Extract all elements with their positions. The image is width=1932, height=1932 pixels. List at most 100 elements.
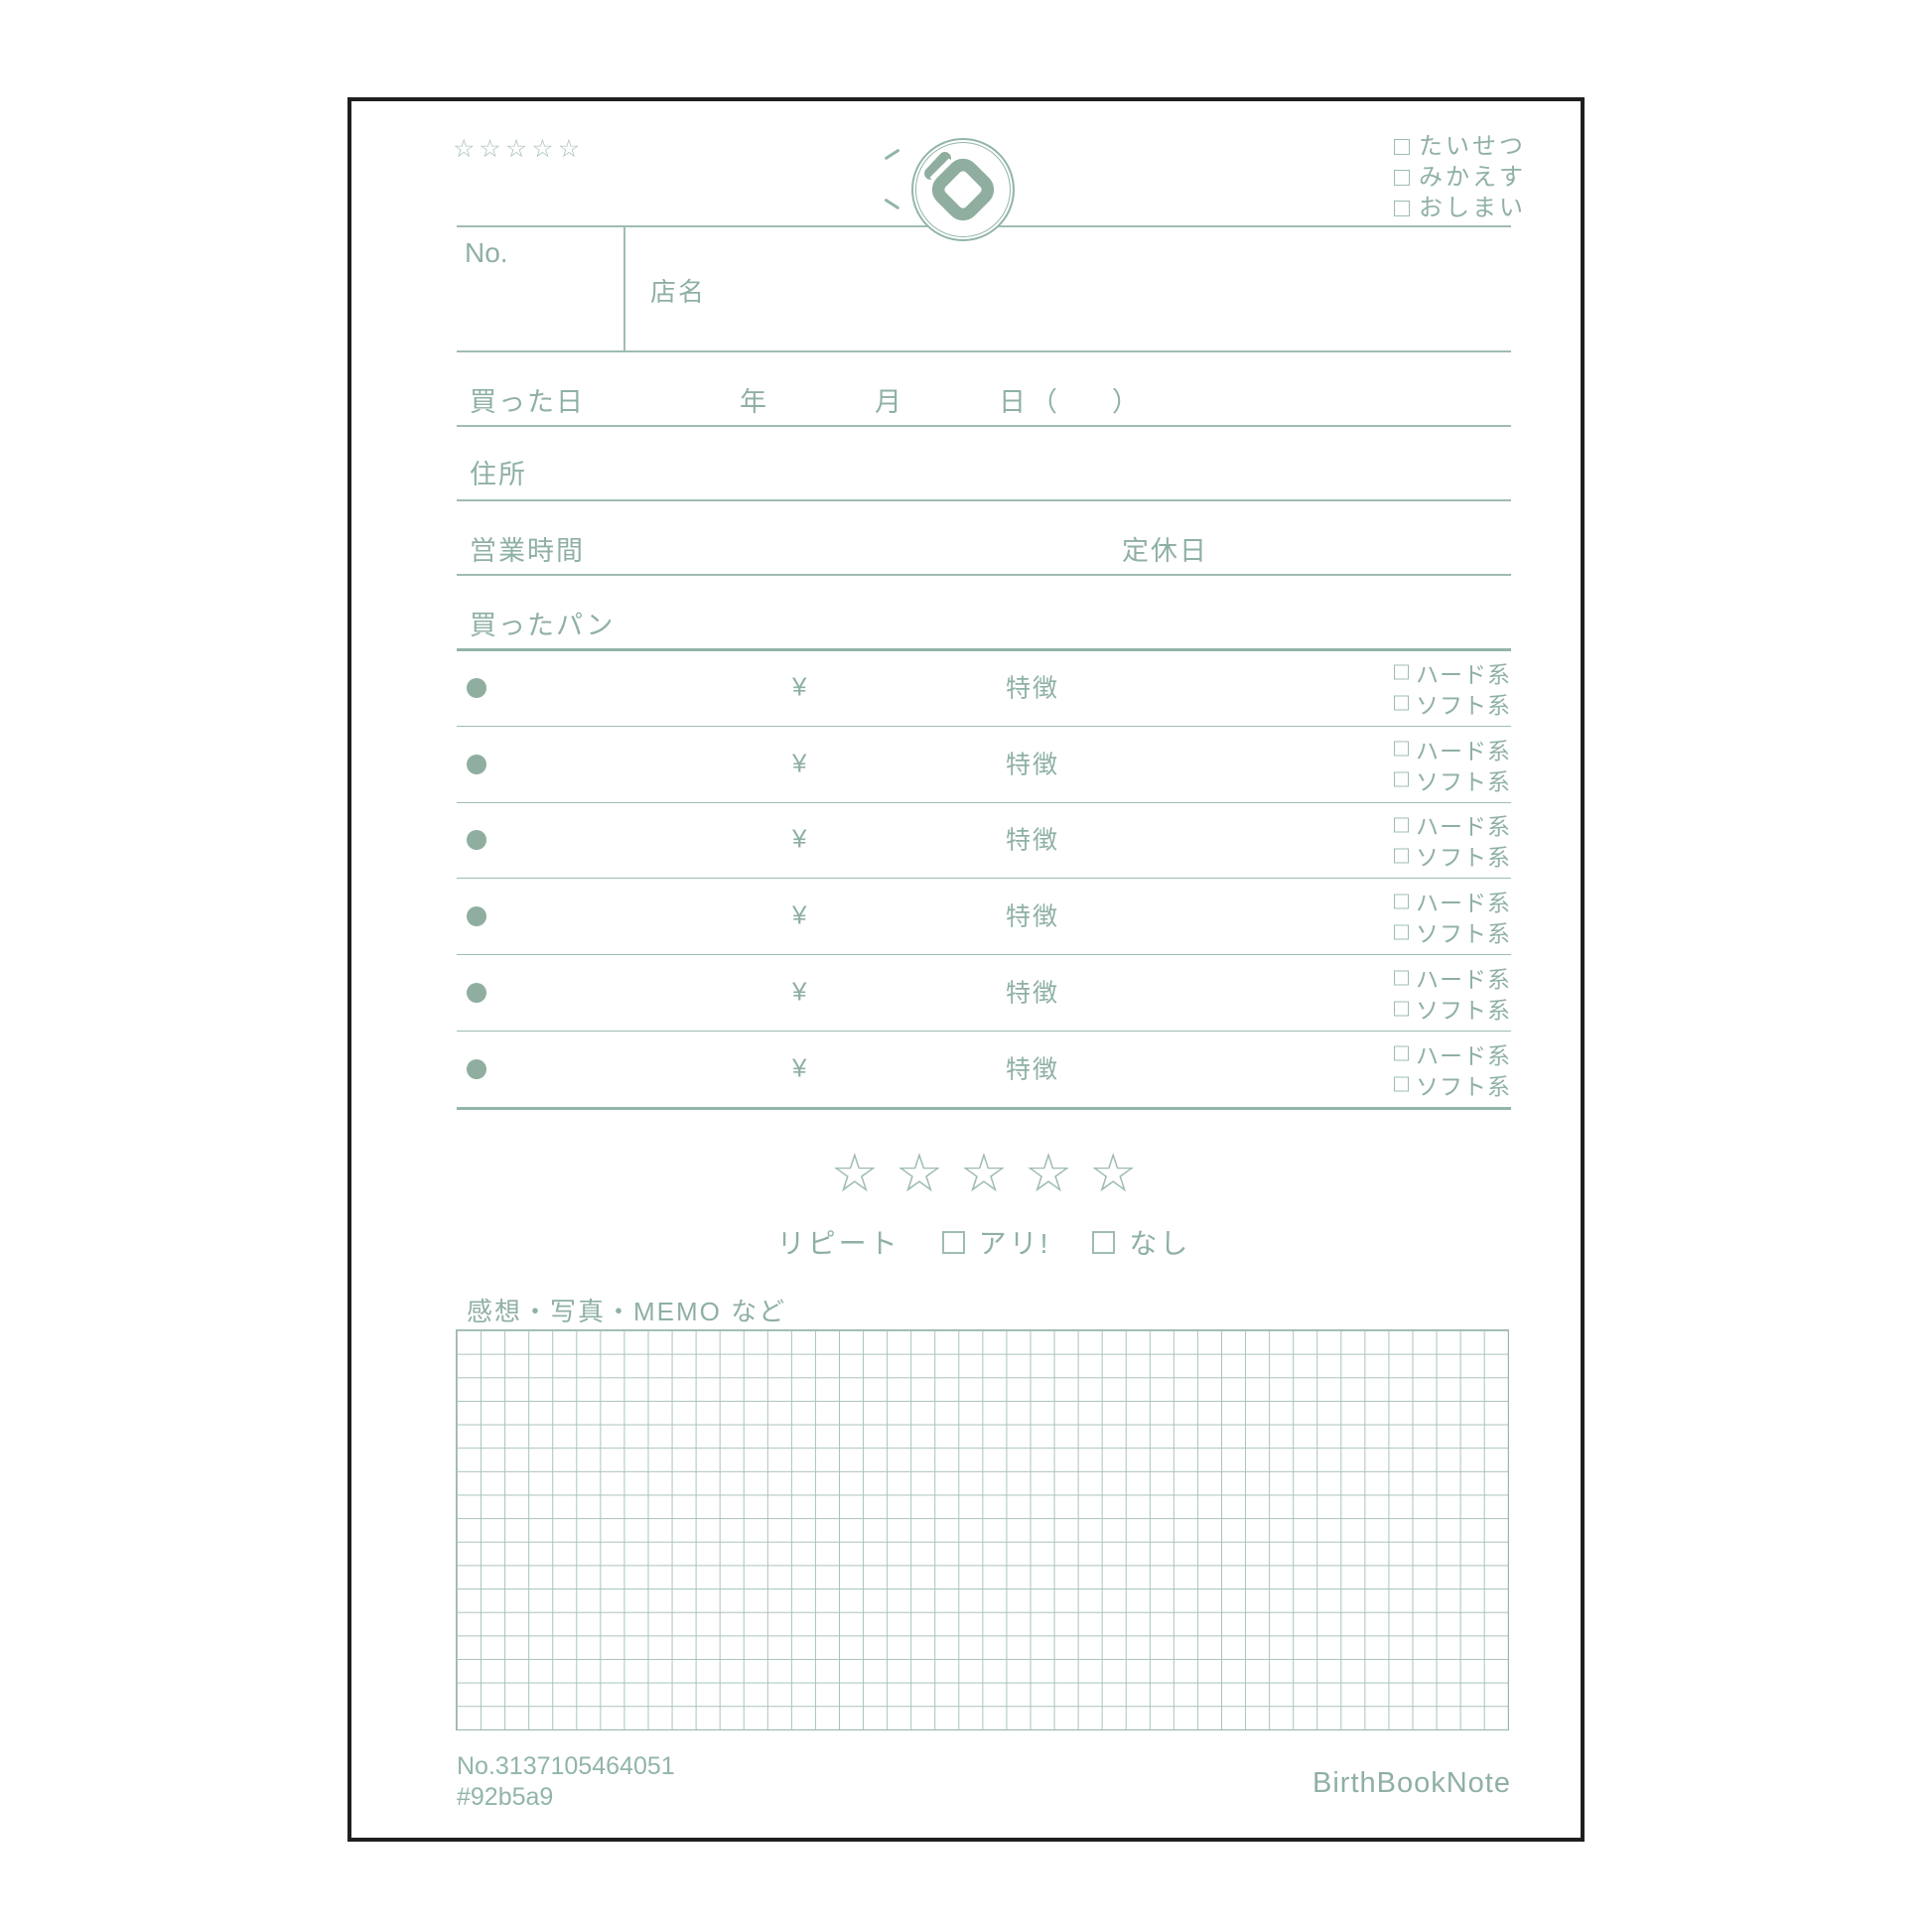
repeat-yes-label: アリ! [978, 1228, 1051, 1259]
star-icon[interactable]: ☆ [479, 134, 501, 163]
bread-entry-row[interactable]: ¥ 特徴 ハード系 ソフト系 [457, 1032, 1511, 1110]
year-unit-label: 年 [740, 387, 768, 417]
bread-entry-row[interactable]: ¥ 特徴 ハード系 ソフト系 [457, 803, 1511, 880]
checkbox[interactable] [1394, 695, 1409, 711]
address-label: 住所 [470, 460, 527, 489]
checkbox-label: ソフト系 [1416, 768, 1511, 795]
checkbox-label: ハード系 [1416, 813, 1511, 840]
bread-type-checks: ハード系 ソフト系 [1394, 737, 1511, 794]
star-icon[interactable]: ☆ [531, 134, 554, 163]
status-check-taisetsu[interactable]: たいせつ [1394, 134, 1526, 160]
checkbox[interactable] [1394, 170, 1410, 186]
bread-type-checks: ハード系 ソフト系 [1394, 1041, 1511, 1099]
soft-type-check[interactable]: ソフト系 [1394, 1072, 1511, 1099]
checkbox[interactable] [1394, 924, 1409, 940]
rule [457, 425, 1511, 427]
checkbox[interactable] [1394, 1001, 1409, 1017]
soft-type-check[interactable]: ソフト系 [1394, 844, 1511, 871]
bullet-dot-icon [467, 983, 486, 1004]
hours-label: 営業時間 [470, 536, 585, 566]
price-symbol: ¥ [792, 823, 807, 854]
feature-label: 特徴 [1006, 1055, 1060, 1084]
bread-type-checks: ハード系 ソフト系 [1394, 966, 1511, 1024]
hard-type-check[interactable]: ハード系 [1394, 966, 1511, 993]
hard-type-check[interactable]: ハード系 [1394, 813, 1511, 840]
hard-type-check[interactable]: ハード系 [1394, 737, 1511, 763]
star-icon[interactable]: ☆ [895, 1142, 944, 1204]
logo-ray-icon [884, 198, 900, 209]
checkbox[interactable] [1394, 201, 1410, 216]
checkbox-label: ソフト系 [1416, 844, 1511, 871]
bullet-dot-icon [467, 754, 486, 774]
logo-ray-icon [884, 148, 900, 160]
checkbox[interactable] [1394, 664, 1409, 680]
feature-label: 特徴 [1006, 902, 1060, 931]
checkbox[interactable] [1394, 771, 1409, 787]
brand-logo [911, 138, 1015, 241]
memo-grid-area[interactable] [456, 1329, 1509, 1730]
feature-label: 特徴 [1006, 674, 1060, 703]
soft-type-check[interactable]: ソフト系 [1394, 920, 1511, 947]
repeat-row: リピート アリ! なし [457, 1225, 1511, 1259]
checkbox[interactable] [1394, 817, 1409, 833]
status-check-mikaesu[interactable]: みかえす [1394, 165, 1526, 191]
hard-type-check[interactable]: ハード系 [1394, 890, 1511, 916]
checkbox[interactable] [1394, 139, 1410, 155]
bread-entry-row[interactable]: ¥ 特徴 ハード系 ソフト系 [457, 879, 1511, 956]
star-icon[interactable]: ☆ [1088, 1142, 1138, 1204]
checkbox-label: ハード系 [1416, 890, 1511, 916]
star-icon[interactable]: ☆ [453, 134, 476, 163]
bread-entry-row[interactable]: ¥ 特徴 ハード系 ソフト系 [457, 650, 1511, 727]
checkbox-label: たいせつ [1419, 133, 1526, 160]
star-icon[interactable]: ☆ [557, 134, 581, 163]
hard-type-check[interactable]: ハード系 [1394, 660, 1511, 687]
bullet-dot-icon [467, 830, 486, 851]
bread-entry-row[interactable]: ¥ 特徴 ハード系 ソフト系 [457, 727, 1511, 803]
repeat-no-checkbox[interactable] [1092, 1230, 1116, 1254]
repeat-yes-checkbox[interactable] [941, 1230, 965, 1254]
checkbox[interactable] [1394, 1076, 1409, 1092]
holiday-label: 定休日 [1122, 536, 1208, 566]
rating-large[interactable]: ☆ ☆ ☆ ☆ ☆ [457, 1142, 1511, 1205]
soft-type-check[interactable]: ソフト系 [1394, 997, 1511, 1024]
checkbox[interactable] [1394, 970, 1409, 986]
soft-type-check[interactable]: ソフト系 [1394, 767, 1511, 794]
checkbox-label: ソフト系 [1416, 920, 1511, 947]
weekday-paren-open: （ [1031, 387, 1059, 417]
star-icon[interactable]: ☆ [830, 1142, 880, 1204]
price-symbol: ¥ [792, 899, 807, 930]
feature-label: 特徴 [1006, 751, 1060, 779]
bullet-dot-icon [467, 677, 486, 698]
status-check-oshimai[interactable]: おしまい [1394, 196, 1526, 221]
hard-type-check[interactable]: ハード系 [1394, 1041, 1511, 1068]
rating-small[interactable]: ☆ ☆ ☆ ☆ ☆ [453, 136, 580, 161]
checkbox[interactable] [1394, 848, 1409, 864]
checkbox-label: おしまい [1419, 195, 1526, 221]
rule [457, 350, 1511, 352]
day-unit-label: 日 [999, 387, 1028, 417]
checkbox-label: ハード系 [1416, 661, 1511, 688]
bread-type-checks: ハード系 ソフト系 [1394, 660, 1511, 718]
repeat-label: リピート [776, 1228, 900, 1259]
bread-type-checks: ハード系 ソフト系 [1394, 890, 1511, 947]
bread-clip-icon [924, 152, 995, 221]
repeat-no-label: なし [1129, 1228, 1191, 1259]
checkbox[interactable] [1394, 1045, 1409, 1061]
checkbox-label: ソフト系 [1416, 1073, 1511, 1100]
price-symbol: ¥ [792, 747, 807, 777]
checkbox[interactable] [1394, 741, 1409, 757]
checkbox-label: ソフト系 [1416, 997, 1511, 1024]
page-frame: ☆ ☆ ☆ ☆ ☆ たいせつ [347, 97, 1585, 1842]
bread-entry-row[interactable]: ¥ 特徴 ハード系 ソフト系 [457, 955, 1511, 1032]
star-icon[interactable]: ☆ [1024, 1142, 1073, 1204]
checkbox[interactable] [1394, 894, 1409, 909]
checkbox-label: ハード系 [1416, 1042, 1511, 1069]
checkbox-label: ハード系 [1416, 966, 1511, 993]
price-symbol: ¥ [792, 976, 807, 1007]
soft-type-check[interactable]: ソフト系 [1394, 691, 1511, 718]
no-field-label: No. [465, 237, 508, 268]
bread-entry-list: ¥ 特徴 ハード系 ソフト系 ¥ 特徴 [457, 650, 1511, 1110]
star-icon[interactable]: ☆ [959, 1142, 1009, 1204]
star-icon[interactable]: ☆ [504, 134, 528, 163]
